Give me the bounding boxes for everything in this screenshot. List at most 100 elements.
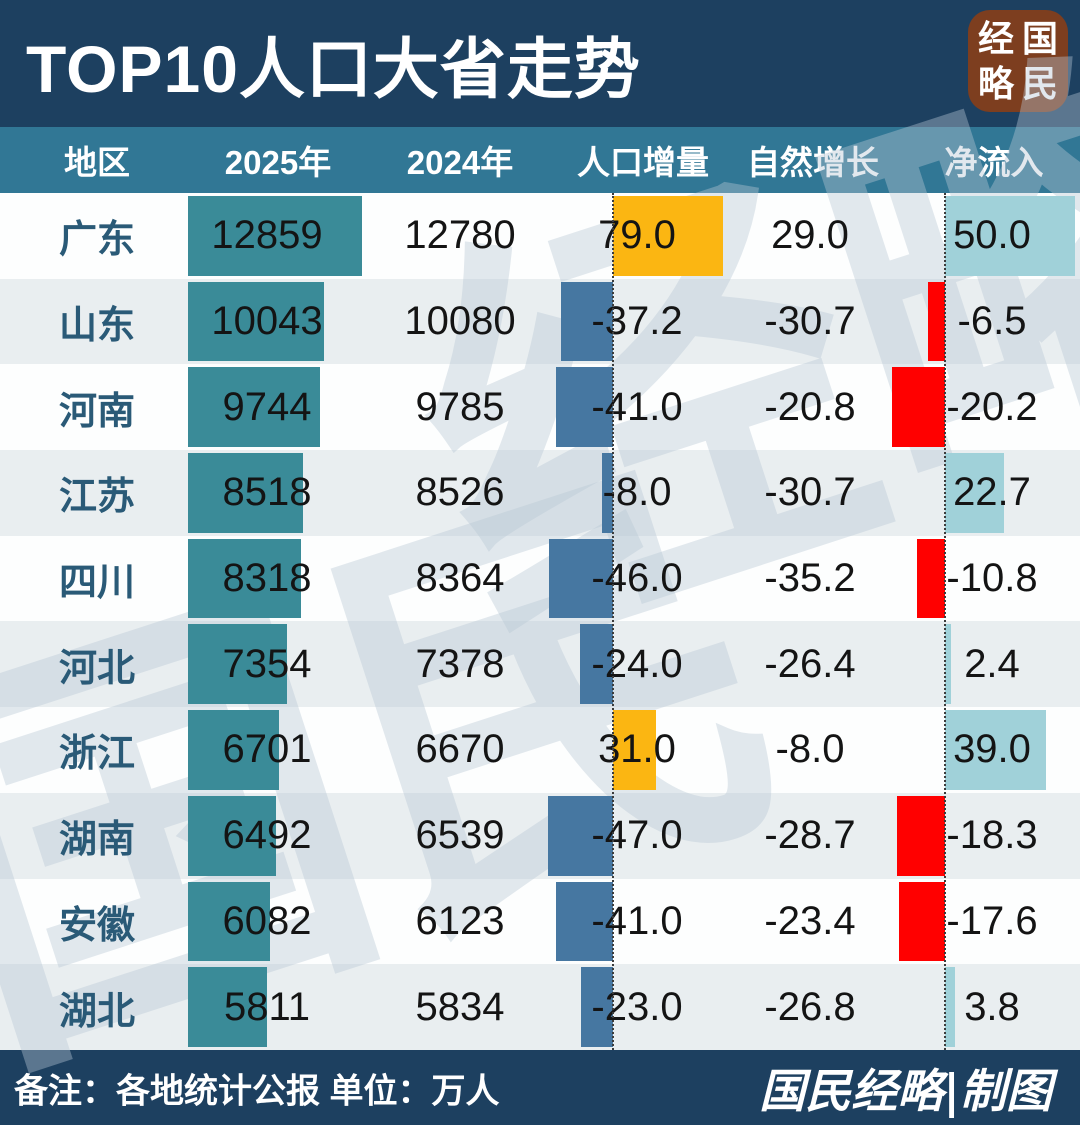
value-net-inflow: -10.8 bbox=[946, 556, 1038, 601]
region-label: 江苏 bbox=[58, 476, 135, 519]
value-2025: 6492 bbox=[222, 813, 312, 858]
region-label: 广东 bbox=[58, 219, 135, 262]
population-2025-bar bbox=[188, 710, 279, 790]
column-header-2025: 2025年 bbox=[224, 144, 332, 181]
logo-char-top-left: 经 bbox=[977, 17, 1014, 60]
value-natural: -26.4 bbox=[764, 641, 856, 686]
value-2025: 12859 bbox=[211, 213, 323, 258]
footer-credit: 国民经略|制图 bbox=[759, 1063, 1052, 1118]
region-label: 四川 bbox=[58, 562, 135, 605]
value-increment: -41.0 bbox=[591, 384, 683, 429]
value-2024: 6123 bbox=[415, 898, 505, 943]
increment-bar bbox=[548, 795, 613, 876]
value-2024: 8364 bbox=[415, 556, 505, 601]
increment-bar bbox=[581, 967, 613, 1047]
value-natural: 29.0 bbox=[771, 213, 849, 258]
logo-char-top-right: 国 bbox=[1021, 17, 1058, 60]
region-label: 河北 bbox=[58, 647, 135, 690]
value-natural: -30.7 bbox=[764, 299, 856, 344]
net-inflow-bar bbox=[917, 538, 945, 619]
table-row: 浙江 6701 6670 31.0 -8.0 39.0 bbox=[0, 707, 1080, 793]
population-2025-bar bbox=[188, 196, 362, 276]
value-net-inflow: -17.6 bbox=[946, 898, 1038, 943]
increment-bar bbox=[580, 624, 613, 705]
table-row: 湖南 6492 6539 -47.0 -28.7 -18.3 bbox=[0, 792, 1080, 879]
net-inflow-bar bbox=[945, 196, 1075, 276]
value-2024: 7378 bbox=[415, 641, 505, 686]
increment-bar bbox=[556, 367, 613, 448]
column-header-row: 地区 2025年 2024年 人口增量 自然增长 净流入 bbox=[0, 127, 1080, 193]
page-title: TOP10人口大省走势 bbox=[26, 31, 641, 106]
value-2024: 6539 bbox=[415, 813, 505, 858]
population-2025-bar bbox=[188, 624, 287, 705]
value-natural: -23.4 bbox=[764, 898, 856, 943]
table-row: 四川 8318 8364 -46.0 -35.2 -10.8 bbox=[0, 536, 1080, 622]
region-label: 山东 bbox=[58, 305, 135, 348]
region-label: 浙江 bbox=[58, 733, 135, 776]
value-2025: 9744 bbox=[222, 384, 312, 429]
increment-bar bbox=[613, 196, 723, 276]
value-net-inflow: 2.4 bbox=[964, 641, 1020, 686]
column-header-natural: 自然增长 bbox=[747, 144, 879, 181]
net-inflow-bar bbox=[897, 795, 945, 876]
value-natural: -35.2 bbox=[764, 556, 856, 601]
value-2025: 7354 bbox=[222, 641, 312, 686]
column-header-2024: 2024年 bbox=[406, 144, 514, 181]
column-header-net: 净流入 bbox=[944, 144, 1044, 181]
population-2025-bar bbox=[188, 453, 303, 533]
increment-bar bbox=[602, 453, 613, 533]
value-increment: -46.0 bbox=[591, 556, 683, 601]
value-2025: 6701 bbox=[222, 727, 312, 772]
value-natural: -30.7 bbox=[764, 470, 856, 515]
population-2025-bar bbox=[188, 367, 320, 448]
value-net-inflow: -18.3 bbox=[946, 813, 1038, 858]
table-row: 湖北 5811 5834 -23.0 -26.8 3.8 bbox=[0, 964, 1080, 1050]
value-2025: 6082 bbox=[222, 898, 312, 943]
value-2025: 8318 bbox=[222, 556, 312, 601]
value-2025: 8518 bbox=[222, 470, 312, 515]
value-2024: 9785 bbox=[415, 384, 505, 429]
footer-note: 备注：各地统计公报 单位：万人 bbox=[14, 1072, 500, 1110]
population-2025-bar bbox=[188, 281, 324, 362]
table-row: 安徽 6082 6123 -41.0 -23.4 -17.6 bbox=[0, 879, 1080, 965]
value-2024: 10080 bbox=[404, 299, 516, 344]
value-increment: -24.0 bbox=[591, 641, 683, 686]
net-inflow-zero-axis-line bbox=[944, 193, 946, 1050]
table-row: 广东 12859 12780 79.0 29.0 50.0 bbox=[0, 193, 1080, 279]
net-inflow-bar bbox=[945, 624, 951, 705]
logo-char-bottom-left: 略 bbox=[977, 62, 1014, 105]
increment-bar bbox=[561, 281, 613, 362]
value-2025: 5811 bbox=[223, 984, 310, 1029]
value-2024: 6670 bbox=[415, 727, 505, 772]
value-increment: -41.0 bbox=[591, 898, 683, 943]
value-increment: 31.0 bbox=[598, 727, 676, 772]
value-natural: -20.8 bbox=[764, 384, 856, 429]
footer-bar: 备注：各地统计公报 单位：万人 国民经略|制图 bbox=[0, 1050, 1080, 1125]
value-2024: 8526 bbox=[415, 470, 505, 515]
value-natural: -8.0 bbox=[775, 727, 845, 772]
value-increment: -23.0 bbox=[591, 984, 683, 1029]
table-row: 河北 7354 7378 -24.0 -26.4 2.4 bbox=[0, 621, 1080, 708]
value-net-inflow: -6.5 bbox=[957, 299, 1027, 344]
net-inflow-bar bbox=[928, 281, 945, 362]
column-header-region: 地区 bbox=[64, 144, 130, 181]
value-2024: 12780 bbox=[404, 213, 516, 258]
column-header-increment: 人口增量 bbox=[577, 144, 709, 181]
net-inflow-bar bbox=[899, 881, 945, 962]
table-row: 江苏 8518 8526 -8.0 -30.7 22.7 bbox=[0, 450, 1080, 536]
value-2024: 5834 bbox=[415, 984, 505, 1029]
value-net-inflow: 39.0 bbox=[953, 727, 1031, 772]
increment-zero-axis-line bbox=[612, 193, 614, 1050]
net-inflow-bar bbox=[945, 710, 1046, 790]
value-net-inflow: 3.8 bbox=[964, 984, 1020, 1029]
value-increment: -8.0 bbox=[602, 470, 672, 515]
net-inflow-bar bbox=[945, 453, 1004, 533]
net-inflow-bar bbox=[945, 967, 955, 1047]
population-2025-bar bbox=[188, 967, 267, 1047]
net-inflow-bar bbox=[892, 367, 945, 448]
value-natural: -28.7 bbox=[764, 813, 856, 858]
value-increment: 79.0 bbox=[598, 213, 676, 258]
brand-logo: 经 国 略 民 bbox=[968, 10, 1068, 112]
